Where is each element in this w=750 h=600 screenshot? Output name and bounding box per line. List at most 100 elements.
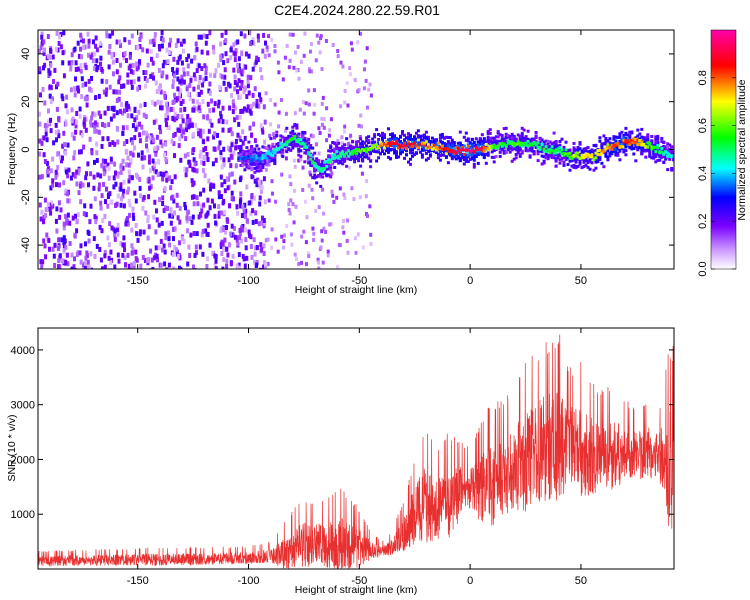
spectrogram-cell [94, 35, 98, 41]
spectrogram-cell [622, 136, 626, 140]
spectrogram-cell [434, 148, 438, 152]
spectrogram-cell [255, 166, 259, 170]
spectrogram-cell [219, 174, 223, 180]
spectrogram-cell [548, 145, 552, 148]
spectrogram-cell [321, 260, 325, 265]
spectrogram-cell [524, 143, 528, 147]
spectrogram-cell [56, 81, 60, 87]
spectrogram-cell [245, 255, 249, 261]
spectrogram-cell [294, 204, 298, 209]
spectrogram-cell [95, 141, 99, 147]
spectrogram-cell [230, 190, 234, 196]
spectrogram-cell [192, 201, 196, 207]
spectrogram-cell [606, 146, 610, 150]
spectrogram-cell [64, 121, 68, 127]
spectrogram-cell [79, 243, 83, 249]
spectrogram-cell [217, 62, 221, 68]
spectrogram-cell [387, 127, 390, 131]
spectrogram-cell [528, 148, 532, 152]
spectrogram-cell [46, 53, 50, 59]
spectrogram-cell [646, 141, 650, 145]
spectrogram-cell [245, 152, 249, 156]
spectrogram-cell [214, 266, 218, 269]
spectrogram-cell [476, 147, 480, 151]
spectrogram-cell [261, 215, 264, 221]
spectrogram-cell [120, 84, 123, 89]
spectrogram-cell [514, 146, 518, 150]
spectrogram-cell [373, 145, 377, 149]
spectrogram-cell [102, 89, 106, 95]
spectrogram-cell [393, 134, 396, 138]
spectrogram-cell [137, 109, 141, 115]
spectrogram-cell [192, 194, 196, 200]
spectrogram-cell [131, 70, 135, 76]
spectrogram-cell [261, 163, 265, 167]
spectrogram-cell [496, 135, 500, 139]
spectrogram-cell [424, 158, 428, 162]
spectrogram-cell [134, 126, 138, 132]
spectrogram-cell [636, 128, 640, 132]
spectrogram-cell [273, 162, 277, 166]
spectrogram-cell [660, 153, 664, 157]
spectrogram-cell [241, 204, 245, 210]
spectrogram-cell [349, 152, 353, 156]
spectrogram-cell [458, 146, 462, 150]
spectrogram-cell [275, 147, 279, 151]
spectrogram-cell [271, 158, 275, 162]
spectrogram-cell [401, 130, 404, 134]
spectrogram-cell [192, 231, 196, 236]
spectrogram-cell [307, 254, 311, 259]
spectrogram-cell [62, 30, 66, 36]
spectrogram-cell [490, 146, 494, 150]
spectrogram-cell [289, 232, 293, 237]
spectrogram-cell [273, 155, 277, 159]
spectrogram-cell [151, 158, 155, 164]
spectrogram-cell [144, 130, 148, 136]
spectrogram-cell [44, 126, 48, 132]
snr-y-axis-label: SNR (10 * v/v) [6, 414, 18, 481]
spectrogram-cell [151, 165, 155, 171]
spectrogram-cell [110, 225, 114, 231]
spectrogram-cell [548, 140, 552, 144]
spectrogram-cell [508, 150, 512, 154]
spectrogram-cell [325, 167, 329, 171]
spectrogram-cell [86, 31, 90, 37]
spectrogram-cell [274, 199, 277, 204]
spectrogram-cell [261, 151, 265, 155]
spectrogram-cell [84, 241, 87, 247]
spectrogram-cell [292, 65, 296, 70]
spectrogram-cell [142, 195, 146, 200]
spectrogram-cell [584, 159, 588, 163]
spectrogram-cell [46, 172, 50, 178]
spectrogram-cell [227, 81, 231, 87]
spectrogram-cell [277, 149, 281, 153]
spectrogram-cell [97, 93, 101, 99]
colorbar-label: Normalized spectral amplitude [736, 79, 748, 220]
spectrogram-cell [185, 122, 189, 128]
spectrogram-cell [315, 181, 319, 185]
spectrogram-cell [235, 82, 239, 88]
spectrogram-cell [136, 237, 140, 243]
spectrogram-cell [514, 137, 518, 141]
spectrogram-cell [656, 146, 660, 150]
spectrogram-cell [133, 117, 137, 123]
spectrogram-cell [303, 142, 307, 146]
spectrogram-cell [68, 220, 72, 226]
spectrogram-cell [241, 160, 245, 164]
spectrogram-cell [672, 151, 674, 155]
spectrogram-cell [93, 196, 97, 202]
spectrogram-cell [236, 132, 240, 138]
spectrogram-cell [238, 227, 242, 233]
spectrogram-cell [594, 159, 598, 162]
spectrogram-cell [241, 253, 245, 259]
spectrogram-cell [285, 224, 289, 229]
spectrogram-cell [83, 203, 87, 209]
spectrogram-cell [642, 143, 646, 147]
spectrogram-cell [590, 161, 594, 165]
spectrogram-cell [566, 156, 570, 160]
spectrogram-cell [161, 247, 165, 253]
spectrogram-cell [307, 152, 311, 156]
spectrogram-cell [333, 153, 337, 157]
spectrogram-cell [148, 135, 152, 141]
spectrogram-cell [265, 163, 269, 167]
